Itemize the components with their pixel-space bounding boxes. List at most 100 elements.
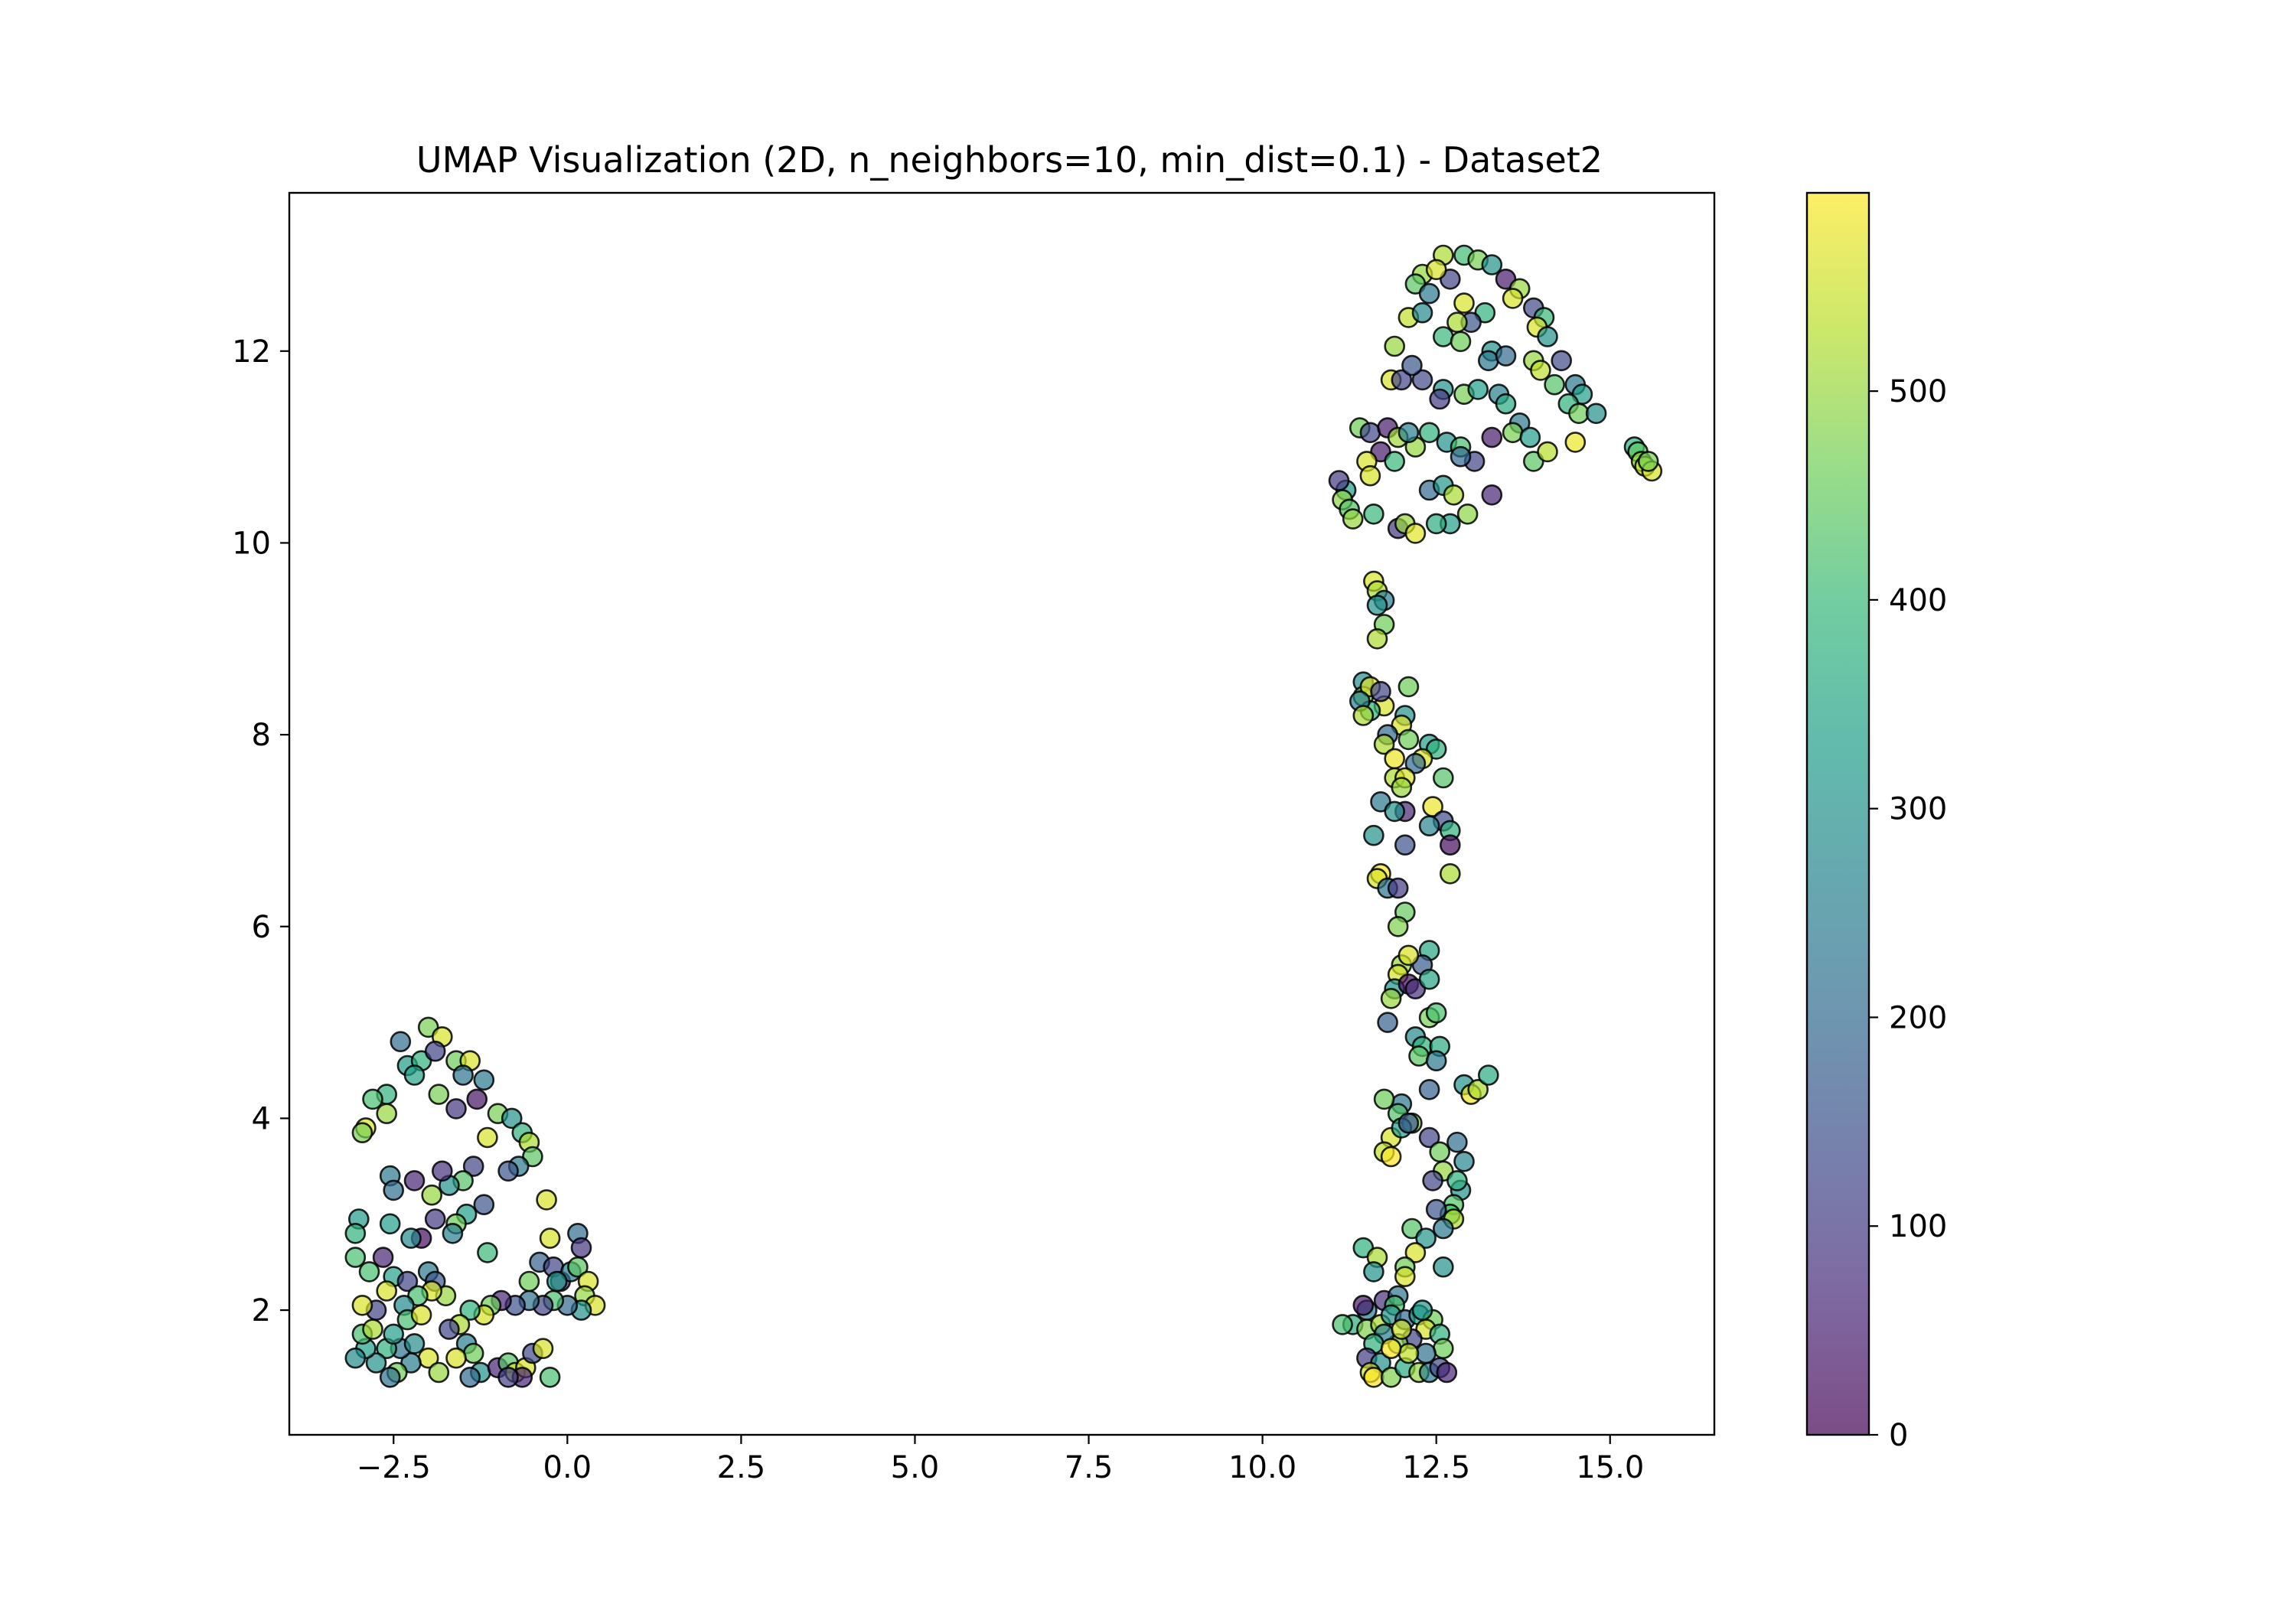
data-point <box>1352 1295 1375 1316</box>
data-point <box>1637 451 1659 472</box>
data-point <box>421 1184 443 1206</box>
data-point <box>1363 1367 1384 1388</box>
data-point <box>351 1295 373 1316</box>
x-tick-label: 5.0 <box>891 1450 940 1485</box>
data-point <box>1481 254 1503 275</box>
data-point <box>459 1367 481 1388</box>
data-point <box>1433 326 1454 347</box>
data-point <box>1440 834 1461 856</box>
data-point <box>459 1299 481 1321</box>
data-point <box>1384 748 1405 770</box>
data-point <box>1366 595 1388 616</box>
data-point <box>539 1227 561 1249</box>
data-point <box>1397 1112 1420 1134</box>
colorbar-frame <box>1805 191 1870 1436</box>
data-point <box>462 1342 484 1364</box>
data-point <box>1429 388 1450 410</box>
data-point <box>1551 350 1572 372</box>
data-point <box>1328 470 1350 491</box>
y-tick-label: 8 <box>252 718 271 753</box>
data-point <box>431 1160 453 1182</box>
data-point <box>428 1084 450 1105</box>
data-point <box>1387 877 1409 899</box>
data-point <box>1495 393 1517 415</box>
y-tick-label: 4 <box>252 1101 271 1136</box>
data-point <box>1453 1151 1475 1172</box>
data-point <box>1456 503 1479 525</box>
data-point <box>1384 335 1405 357</box>
data-point <box>1411 1299 1433 1321</box>
data-point <box>1363 503 1384 525</box>
data-point <box>1391 369 1413 391</box>
colorbar-tick-label: 500 <box>1889 374 1947 409</box>
data-point <box>403 1333 426 1354</box>
points-layer <box>344 244 1663 1388</box>
data-point <box>1418 1079 1440 1100</box>
data-point <box>1422 1170 1443 1191</box>
data-point <box>1425 1198 1447 1221</box>
x-tick-label: 12.5 <box>1402 1450 1470 1485</box>
data-point <box>1366 627 1388 650</box>
x-tick-label: 7.5 <box>1065 1450 1114 1485</box>
data-point <box>1408 1045 1430 1067</box>
data-point <box>1404 752 1427 774</box>
data-point <box>477 1126 498 1149</box>
data-point <box>1433 1256 1454 1278</box>
data-point <box>1481 484 1503 506</box>
data-point <box>1502 422 1524 444</box>
colorbar: 0 100 200 300 400 500 <box>1805 191 1947 1453</box>
colorbar-gradient <box>1807 193 1869 1435</box>
data-point <box>383 1323 405 1345</box>
data-point <box>390 1031 412 1052</box>
data-point <box>452 1064 474 1086</box>
data-point <box>1568 403 1590 425</box>
data-point <box>1418 968 1440 990</box>
data-point <box>379 1213 401 1235</box>
data-point <box>1373 1088 1395 1110</box>
data-point <box>1411 302 1433 324</box>
data-point <box>1342 508 1364 530</box>
data-point <box>358 1261 380 1283</box>
data-point <box>351 1122 373 1143</box>
data-point <box>501 1107 523 1129</box>
x-tick-label: 2.5 <box>717 1450 766 1485</box>
data-point <box>1453 292 1475 314</box>
data-point <box>1352 705 1375 726</box>
data-point <box>1436 1361 1458 1384</box>
y-tick-label: 12 <box>232 334 271 370</box>
data-point <box>344 1347 367 1369</box>
colorbar-tick-label: 400 <box>1889 583 1947 618</box>
data-point <box>1585 403 1607 425</box>
data-point <box>372 1247 394 1268</box>
y-tick-label: 6 <box>252 910 271 945</box>
data-point <box>1332 1314 1353 1335</box>
data-point <box>442 1223 464 1244</box>
data-point <box>410 1304 432 1326</box>
data-point <box>1425 513 1447 535</box>
colorbar-tick-label: 0 <box>1889 1418 1908 1453</box>
data-point <box>1387 916 1409 937</box>
data-point <box>1384 451 1405 472</box>
data-point <box>1359 422 1381 444</box>
data-point <box>1537 441 1558 463</box>
data-point <box>1363 824 1384 846</box>
data-point <box>1450 445 1472 468</box>
data-point <box>1478 350 1499 372</box>
data-point <box>1373 733 1395 755</box>
data-point <box>445 1098 467 1120</box>
data-point <box>344 1247 367 1268</box>
data-point <box>1440 863 1461 885</box>
data-point <box>518 1270 540 1292</box>
data-point <box>1478 1064 1499 1086</box>
data-point <box>400 1227 422 1249</box>
data-point <box>1443 484 1465 506</box>
data-point <box>379 1367 401 1388</box>
data-point <box>362 1319 383 1340</box>
data-point <box>466 1088 488 1110</box>
data-point <box>1397 676 1420 698</box>
y-tick-label: 10 <box>232 526 271 561</box>
data-point <box>536 1189 557 1211</box>
data-point <box>1481 426 1503 448</box>
data-point <box>396 1270 419 1292</box>
data-point <box>1425 1050 1447 1071</box>
